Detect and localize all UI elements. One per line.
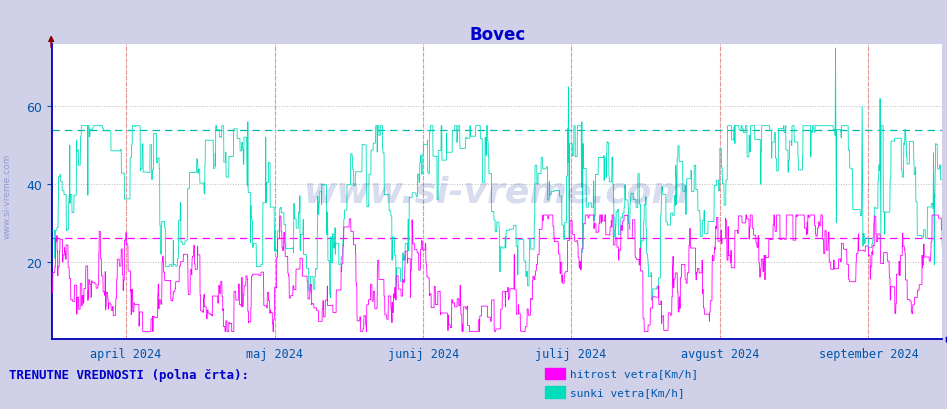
Text: hitrost vetra[Km/h]: hitrost vetra[Km/h]: [570, 369, 698, 378]
Text: TRENUTNE VREDNOSTI (polna črta):: TRENUTNE VREDNOSTI (polna črta):: [9, 368, 249, 381]
Text: www.si-vreme.com: www.si-vreme.com: [3, 154, 12, 239]
Text: sunki vetra[Km/h]: sunki vetra[Km/h]: [570, 387, 685, 397]
Text: www.si-vreme.com: www.si-vreme.com: [304, 175, 690, 209]
Title: Bovec: Bovec: [469, 25, 526, 43]
